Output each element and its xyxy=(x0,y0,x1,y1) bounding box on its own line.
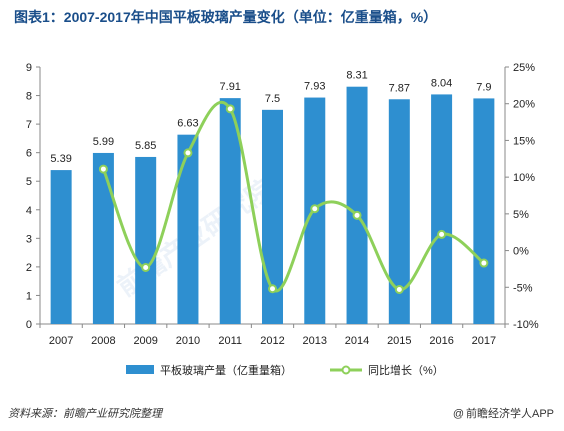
x-tick-label: 2011 xyxy=(218,335,242,347)
bar-data-label: 8.04 xyxy=(431,77,452,89)
y-right-tick-label: 10% xyxy=(513,172,535,184)
bar xyxy=(92,152,114,324)
bar xyxy=(219,98,241,325)
growth-point xyxy=(437,229,447,239)
bar xyxy=(473,98,495,325)
bar xyxy=(50,170,72,324)
bar xyxy=(262,109,283,324)
bar-data-label: 7.87 xyxy=(389,82,410,94)
growth-point xyxy=(310,204,320,214)
y-right-tick-label: 5% xyxy=(513,209,529,221)
bar xyxy=(346,86,368,324)
brand-credit: @ 前瞻经济学人APP xyxy=(453,405,554,421)
y-left-tick-label: 2 xyxy=(26,262,32,274)
growth-point xyxy=(98,164,108,174)
y-left-tick-label: 5 xyxy=(26,176,32,188)
y-left-tick-label: 9 xyxy=(26,62,32,74)
y-right-tick-label: -10% xyxy=(513,319,539,331)
growth-point xyxy=(352,210,362,220)
growth-point xyxy=(183,148,193,158)
x-tick-label: 2017 xyxy=(472,335,496,347)
y-right-tick-label: 25% xyxy=(513,62,535,74)
x-tick-label: 2013 xyxy=(303,335,327,347)
y-left-tick-label: 8 xyxy=(26,91,32,103)
bar xyxy=(135,156,157,324)
chart-title: 图表1：2007-2017年中国平板玻璃产量变化（单位：亿重量箱，%） xyxy=(14,9,438,25)
bar xyxy=(388,99,410,324)
y-left-tick-label: 1 xyxy=(26,290,32,302)
x-tick-label: 2009 xyxy=(133,335,157,347)
bar-data-label: 5.39 xyxy=(50,153,71,165)
y-left-tick-label: 0 xyxy=(26,319,32,331)
growth-point xyxy=(479,258,489,268)
legend-bar-label: 平板玻璃产量（亿重量箱） xyxy=(160,363,292,377)
x-tick-label: 2012 xyxy=(260,335,284,347)
x-tick-label: 2015 xyxy=(387,335,411,347)
y-left-tick-label: 7 xyxy=(26,119,32,131)
bar-data-label: 5.85 xyxy=(135,140,156,152)
growth-point xyxy=(268,284,277,294)
bar-data-label: 7.9 xyxy=(476,81,491,93)
legend-line-marker xyxy=(341,365,351,375)
at-icon: @ xyxy=(452,408,464,420)
y-left-tick-label: 3 xyxy=(26,233,32,245)
legend-line-label: 同比增长（%） xyxy=(368,363,444,377)
legend-bar-swatch xyxy=(126,365,154,374)
growth-point xyxy=(394,284,404,294)
bar-data-label: 8.31 xyxy=(346,70,367,82)
bar-data-label: 5.99 xyxy=(93,136,114,148)
y-left-tick-label: 4 xyxy=(26,205,32,217)
y-right-tick-label: 20% xyxy=(513,99,535,111)
x-tick-label: 2016 xyxy=(429,335,453,347)
bar xyxy=(177,134,199,324)
bar-data-label: 7.91 xyxy=(220,81,241,93)
x-tick-label: 2007 xyxy=(49,335,73,347)
x-tick-label: 2014 xyxy=(345,335,369,347)
y-left-tick-label: 6 xyxy=(26,148,32,160)
y-right-tick-label: 15% xyxy=(513,135,535,147)
x-tick-label: 2008 xyxy=(91,335,115,347)
bar xyxy=(431,94,453,324)
brand-label: 前瞻经济学人APP xyxy=(465,408,554,420)
bar-data-label: 7.93 xyxy=(304,81,325,93)
y-right-tick-label: -5% xyxy=(513,282,533,294)
bar-data-label: 7.5 xyxy=(265,93,280,105)
bar-data-label: 6.63 xyxy=(177,118,198,130)
growth-point xyxy=(225,104,235,114)
growth-point xyxy=(141,262,151,272)
source-note: 资料来源：前瞻产业研究院整理 xyxy=(8,408,162,420)
y-right-tick-label: 0% xyxy=(513,246,529,258)
x-tick-label: 2010 xyxy=(176,335,200,347)
